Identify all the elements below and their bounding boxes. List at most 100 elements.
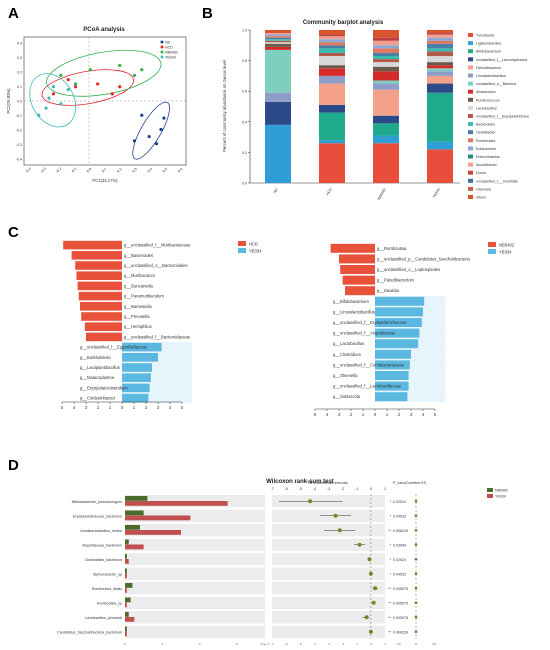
- pcoa-xtick-label: 0.1: [101, 167, 107, 173]
- lefse-legend-label: YB334: [499, 250, 512, 255]
- pcoa-point-yb334: [44, 106, 48, 110]
- lefse-label: g__Lactiplantibacillus: [80, 365, 120, 370]
- pcoa-point-nb5462: [118, 63, 122, 68]
- barplot-legend-swatch: [468, 33, 473, 37]
- wilcox-ci-point: [333, 513, 338, 518]
- barplot-segment: [265, 49, 291, 93]
- wilcox-bar-yb334: [125, 559, 129, 564]
- wilcox-row-bg: [125, 553, 265, 566]
- lefse-label: g__Limosilactobacillus: [333, 309, 375, 314]
- barplot-legend-swatch: [468, 81, 473, 86]
- barplot-legend-swatch: [468, 130, 473, 135]
- wilcox-star: **: [388, 587, 391, 591]
- lefse-label: g__unclassified_f__Lactobacillaceae: [333, 384, 402, 389]
- wilcox-pvalue: 0.008239: [393, 630, 408, 634]
- barplot-segment: [265, 42, 291, 44]
- pcoa-legend-label: ND: [165, 41, 171, 45]
- pcoa-xtick-label: -0.4: [25, 167, 32, 174]
- lefse-hcd-yb334: g__unclassified_f__Muribaculaceae g__Bact…: [61, 240, 262, 410]
- barplot-segment: [373, 143, 399, 183]
- barplot-ytick-label: 0.4: [242, 120, 247, 124]
- pcoa-ytick-label: -0.2: [16, 129, 22, 133]
- wilcox-star: **: [388, 529, 391, 533]
- lefse-label: g__Prevotella: [124, 314, 150, 319]
- wilcox-bar-nb5462: [125, 612, 129, 617]
- wilcox-category-label: Erysipelotrichaceae_bacterium: [73, 514, 122, 518]
- lefse-tick-label: 5: [61, 405, 64, 410]
- lefse-bar: [339, 254, 375, 264]
- lefse-row-bg: [122, 393, 192, 404]
- lefse-tick-label: 2: [398, 412, 401, 417]
- barplot-xticks: ND HCD NB5462 YB334: [273, 187, 441, 201]
- panel-letter-b: B: [202, 5, 213, 22]
- wilcox-ci-tick-top: -3: [327, 487, 330, 491]
- pcoa-point-hcd: [96, 82, 100, 86]
- barplot-segment: [319, 48, 345, 53]
- barplot-yticks: 0.0 0.2 0.4 0.6 0.8 1.0: [242, 29, 250, 186]
- wilcox-star: **: [388, 616, 391, 620]
- wilcox-ci-row-bg: [272, 582, 385, 595]
- wilcox-ci-row-bg: [272, 611, 385, 624]
- barplot-segment: [373, 37, 399, 41]
- pcoa-xticks: -0.4 -0.3 -0.2 -0.1 0.0 0.1 0.2 0.3 0.4 0.5 0.6: [25, 167, 184, 174]
- barplot-segment: [319, 56, 345, 66]
- pcoa-xlabel: PC1(33.17%): [92, 178, 118, 183]
- wilcox-ci-tick-top: -4: [313, 487, 316, 491]
- barplot-segment: [319, 52, 345, 57]
- barplot-segment: [319, 143, 345, 183]
- lefse-bar: [375, 339, 419, 349]
- lefse-label: g__Dawidia: [377, 288, 400, 293]
- pcoa-xtick-label: 0.3: [132, 167, 138, 173]
- lefse-tick-label: 1: [109, 405, 112, 410]
- barplot-segment: [427, 30, 453, 34]
- lefse-bar: [81, 312, 122, 321]
- barplot-segment: [373, 89, 399, 116]
- lefse-legend-swatch: [238, 248, 246, 253]
- barplot-legend-swatch: [468, 41, 473, 46]
- lefse-nb5462-yb334: g__Romboutsia g__unclassified_p__Candidat…: [314, 242, 515, 417]
- barplot-segment: [373, 45, 399, 49]
- lefse-label: g__unclassified_f__Bacteroidaceae: [124, 334, 191, 339]
- wilcox-pvalue: 0.008239: [393, 529, 408, 533]
- lefse-bar: [375, 328, 420, 338]
- lefse-bar: [375, 360, 410, 370]
- barplot-ytick-label: 0.2: [242, 151, 247, 155]
- barplot-legend-swatch: [468, 186, 473, 191]
- wilcox-legend-swatch: [487, 494, 493, 498]
- lefse-bar: [75, 261, 122, 270]
- lefse-legend-label: NB5462: [499, 243, 515, 248]
- wilcox-ci-row-bg: [272, 567, 385, 580]
- lefse-label: g__unclassified_f__Coriobacteriaceae: [333, 362, 405, 367]
- lefse-label: g__Erysipelatoclostridium: [80, 385, 128, 390]
- pcoa-ellipse-nd: [132, 101, 170, 160]
- barplot-legend-label: Ruminococcus: [476, 98, 500, 102]
- lefse-bar: [122, 383, 150, 393]
- pcoa-xtick-label: -0.2: [55, 167, 62, 174]
- barplot-segment: [427, 141, 453, 150]
- pcoa-point-nd: [140, 113, 144, 117]
- pcoa-point-yb334: [51, 85, 56, 89]
- wilcox-legend-swatch: [487, 488, 493, 492]
- pcoa-xtick-label: 0.5: [162, 167, 168, 173]
- barplot-legend-label: Faecalibaculum: [476, 66, 501, 70]
- pcoa-ytick-label: 0.0: [17, 100, 22, 104]
- barplot-xtick-label: HCD: [326, 187, 334, 196]
- lefse-label: g__Bacteroides: [124, 253, 153, 258]
- wilcox-row-bg: [125, 596, 265, 609]
- lefse-label: g__Malacoplasma: [80, 375, 115, 380]
- barplot-legend-label: Enterorhabdus: [476, 155, 500, 159]
- barplot-segment: [265, 36, 291, 38]
- wilcoxon-test: Wilcoxon rank-sum test Bifidobacterium_p…: [57, 479, 508, 650]
- barplot-legend-label: Eubacterium: [476, 147, 496, 151]
- wilcox-category-label: Bifidobacterium_pseudolongum: [72, 500, 122, 504]
- lefse-bar: [375, 371, 409, 380]
- barplot-segment: [427, 83, 453, 93]
- lefse-tick-label: 4: [326, 412, 329, 417]
- wilcox-ci-tick-top: -1: [355, 487, 358, 491]
- barplot-segment: [373, 48, 399, 53]
- pcoa-point-nb5462: [88, 68, 92, 72]
- lefse-bar: [122, 393, 149, 403]
- barplot-legend: Turicibacter Ligilactobacillus Bifidobacte…: [468, 33, 529, 200]
- barplot-legend-swatch: [468, 170, 473, 175]
- barplot-ytick-label: 0.0: [242, 182, 247, 186]
